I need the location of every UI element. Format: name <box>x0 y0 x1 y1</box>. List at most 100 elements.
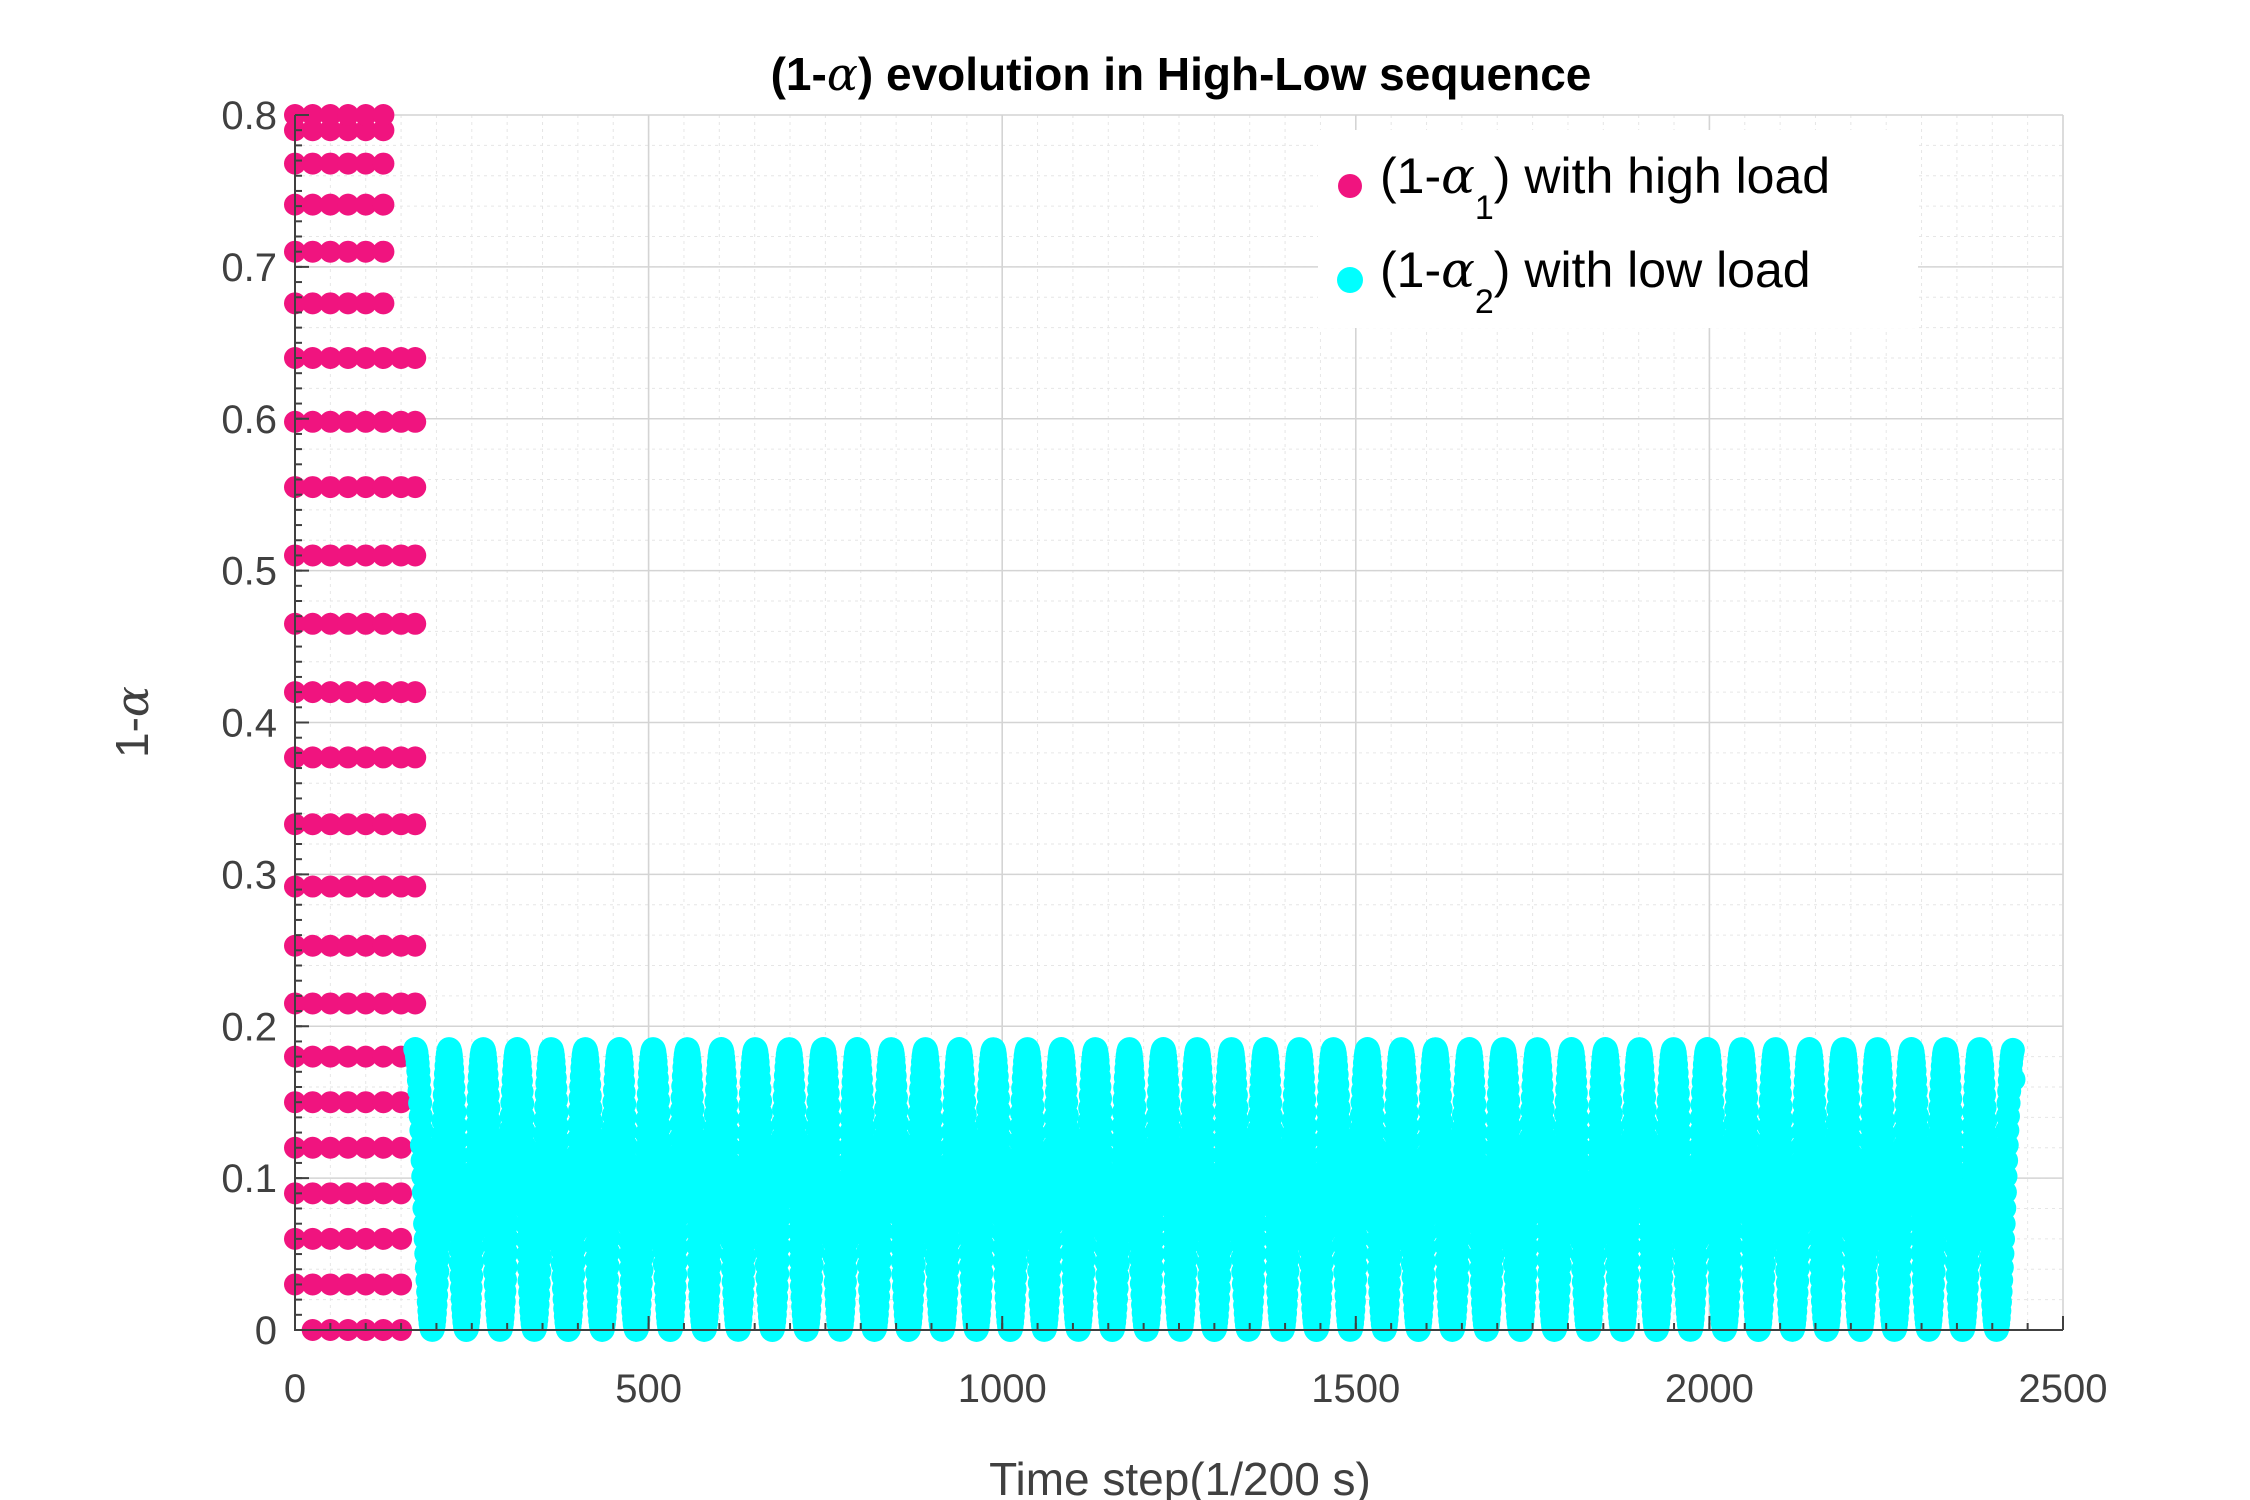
data-point-high-load <box>390 1091 413 1114</box>
data-point-high-load <box>354 934 377 957</box>
data-point-high-load <box>319 681 342 704</box>
data-point-high-load <box>319 476 342 499</box>
data-point-high-load <box>319 1091 342 1114</box>
data-point-high-load <box>354 681 377 704</box>
data-point-high-load <box>319 1182 342 1205</box>
data-point-high-load <box>404 612 427 635</box>
data-point-high-load <box>319 813 342 836</box>
data-point-high-load <box>337 544 360 567</box>
data-point-high-load <box>404 410 427 433</box>
data-point-high-load <box>301 240 324 263</box>
data-point-high-load <box>390 1182 413 1205</box>
x-tick-label: 500 <box>615 1367 682 1411</box>
data-point-high-load <box>337 934 360 957</box>
data-point-high-load <box>319 119 342 142</box>
y-tick-label: 0.7 <box>221 246 277 290</box>
data-point-high-load <box>301 347 324 369</box>
data-point-high-load <box>319 193 342 216</box>
data-point-high-load <box>301 292 324 315</box>
data-point-high-load <box>354 875 377 898</box>
data-point-high-load <box>354 1273 377 1296</box>
data-point-high-load <box>337 152 360 175</box>
data-point-high-load <box>319 347 342 369</box>
data-point-high-load <box>354 347 377 369</box>
axes <box>294 114 2064 1331</box>
data-point-high-load <box>301 1091 324 1114</box>
data-point-high-load <box>354 119 377 142</box>
data-point-high-load <box>337 347 360 369</box>
data-point-high-load <box>354 104 377 126</box>
data-point-high-load <box>372 410 395 433</box>
data-point-high-load <box>404 992 427 1015</box>
data-point-high-load <box>372 347 395 369</box>
data-point-high-load <box>404 544 427 567</box>
data-point-high-load <box>319 746 342 769</box>
data-point-high-load <box>372 934 395 957</box>
data-point-high-load <box>372 875 395 898</box>
data-point-high-load <box>301 476 324 499</box>
data-point-high-load <box>319 992 342 1015</box>
data-point-high-load <box>337 1182 360 1205</box>
data-point-high-load <box>319 240 342 263</box>
data-point-high-load <box>354 240 377 263</box>
data-point-high-load <box>337 681 360 704</box>
y-tick-label: 0.8 <box>221 94 277 138</box>
data-point-high-load <box>337 476 360 499</box>
data-point-high-load <box>337 813 360 836</box>
data-point-high-load <box>301 193 324 216</box>
data-point-high-load <box>337 1227 360 1250</box>
data-point-high-load <box>372 1227 395 1250</box>
data-point-high-load <box>372 813 395 836</box>
data-point-high-load <box>390 1227 413 1250</box>
data-point-high-load <box>372 240 395 263</box>
data-point-high-load <box>301 410 324 433</box>
data-point-high-load <box>372 746 395 769</box>
data-point-high-load <box>337 410 360 433</box>
data-point-high-load <box>354 746 377 769</box>
data-point-high-load <box>354 1045 377 1068</box>
data-point-high-load <box>354 410 377 433</box>
data-point-high-load <box>404 681 427 704</box>
data-point-high-load <box>337 119 360 142</box>
data-point-high-load <box>301 1136 324 1159</box>
x-tick-label: 2000 <box>1665 1367 1754 1411</box>
legend-box <box>1318 130 1918 328</box>
legend-label-low-load: (1-α2) with low load <box>1380 241 1811 321</box>
y-tick-label: 0.3 <box>221 853 277 897</box>
data-point-high-load <box>301 1045 324 1068</box>
y-tick-label: 0 <box>255 1309 277 1353</box>
y-tick-label: 0.2 <box>221 1005 277 1049</box>
data-point-high-load <box>319 152 342 175</box>
axis-lines <box>294 115 2063 1331</box>
data-point-high-load <box>337 746 360 769</box>
series-high-load-points <box>284 104 427 1341</box>
data-point-low-load <box>2000 1037 2025 1062</box>
data-point-high-load <box>337 104 360 126</box>
data-point-high-load <box>319 1045 342 1068</box>
x-tick-label: 2500 <box>2019 1367 2108 1411</box>
data-point-high-load <box>337 240 360 263</box>
data-point-high-load <box>337 1136 360 1159</box>
data-point-high-load <box>404 476 427 499</box>
data-point-high-load <box>301 152 324 175</box>
data-point-high-load <box>372 119 395 142</box>
data-point-high-load <box>372 1045 395 1068</box>
y-tick-label: 0.5 <box>221 550 277 594</box>
data-point-high-load <box>372 104 395 126</box>
data-point-high-load <box>404 934 427 957</box>
data-point-high-load <box>372 193 395 216</box>
data-point-high-load <box>301 875 324 898</box>
data-point-high-load <box>337 193 360 216</box>
data-point-high-load <box>337 1045 360 1068</box>
data-point-high-load <box>404 347 427 369</box>
data-point-high-load <box>354 152 377 175</box>
tick-labels: 0 500 1000 1500 2000 2500 0 0.1 0.2 0.3 0.4 0.5 0.6 0… <box>221 94 2107 1411</box>
data-point-high-load <box>372 544 395 567</box>
data-point-high-load <box>354 1091 377 1114</box>
data-point-high-load <box>301 934 324 957</box>
data-point-high-load <box>301 1182 324 1205</box>
data-point-high-load <box>354 1227 377 1250</box>
data-point-high-load <box>301 119 324 142</box>
chart-title: (1-α) evolution in High-Low sequence <box>771 47 1592 101</box>
